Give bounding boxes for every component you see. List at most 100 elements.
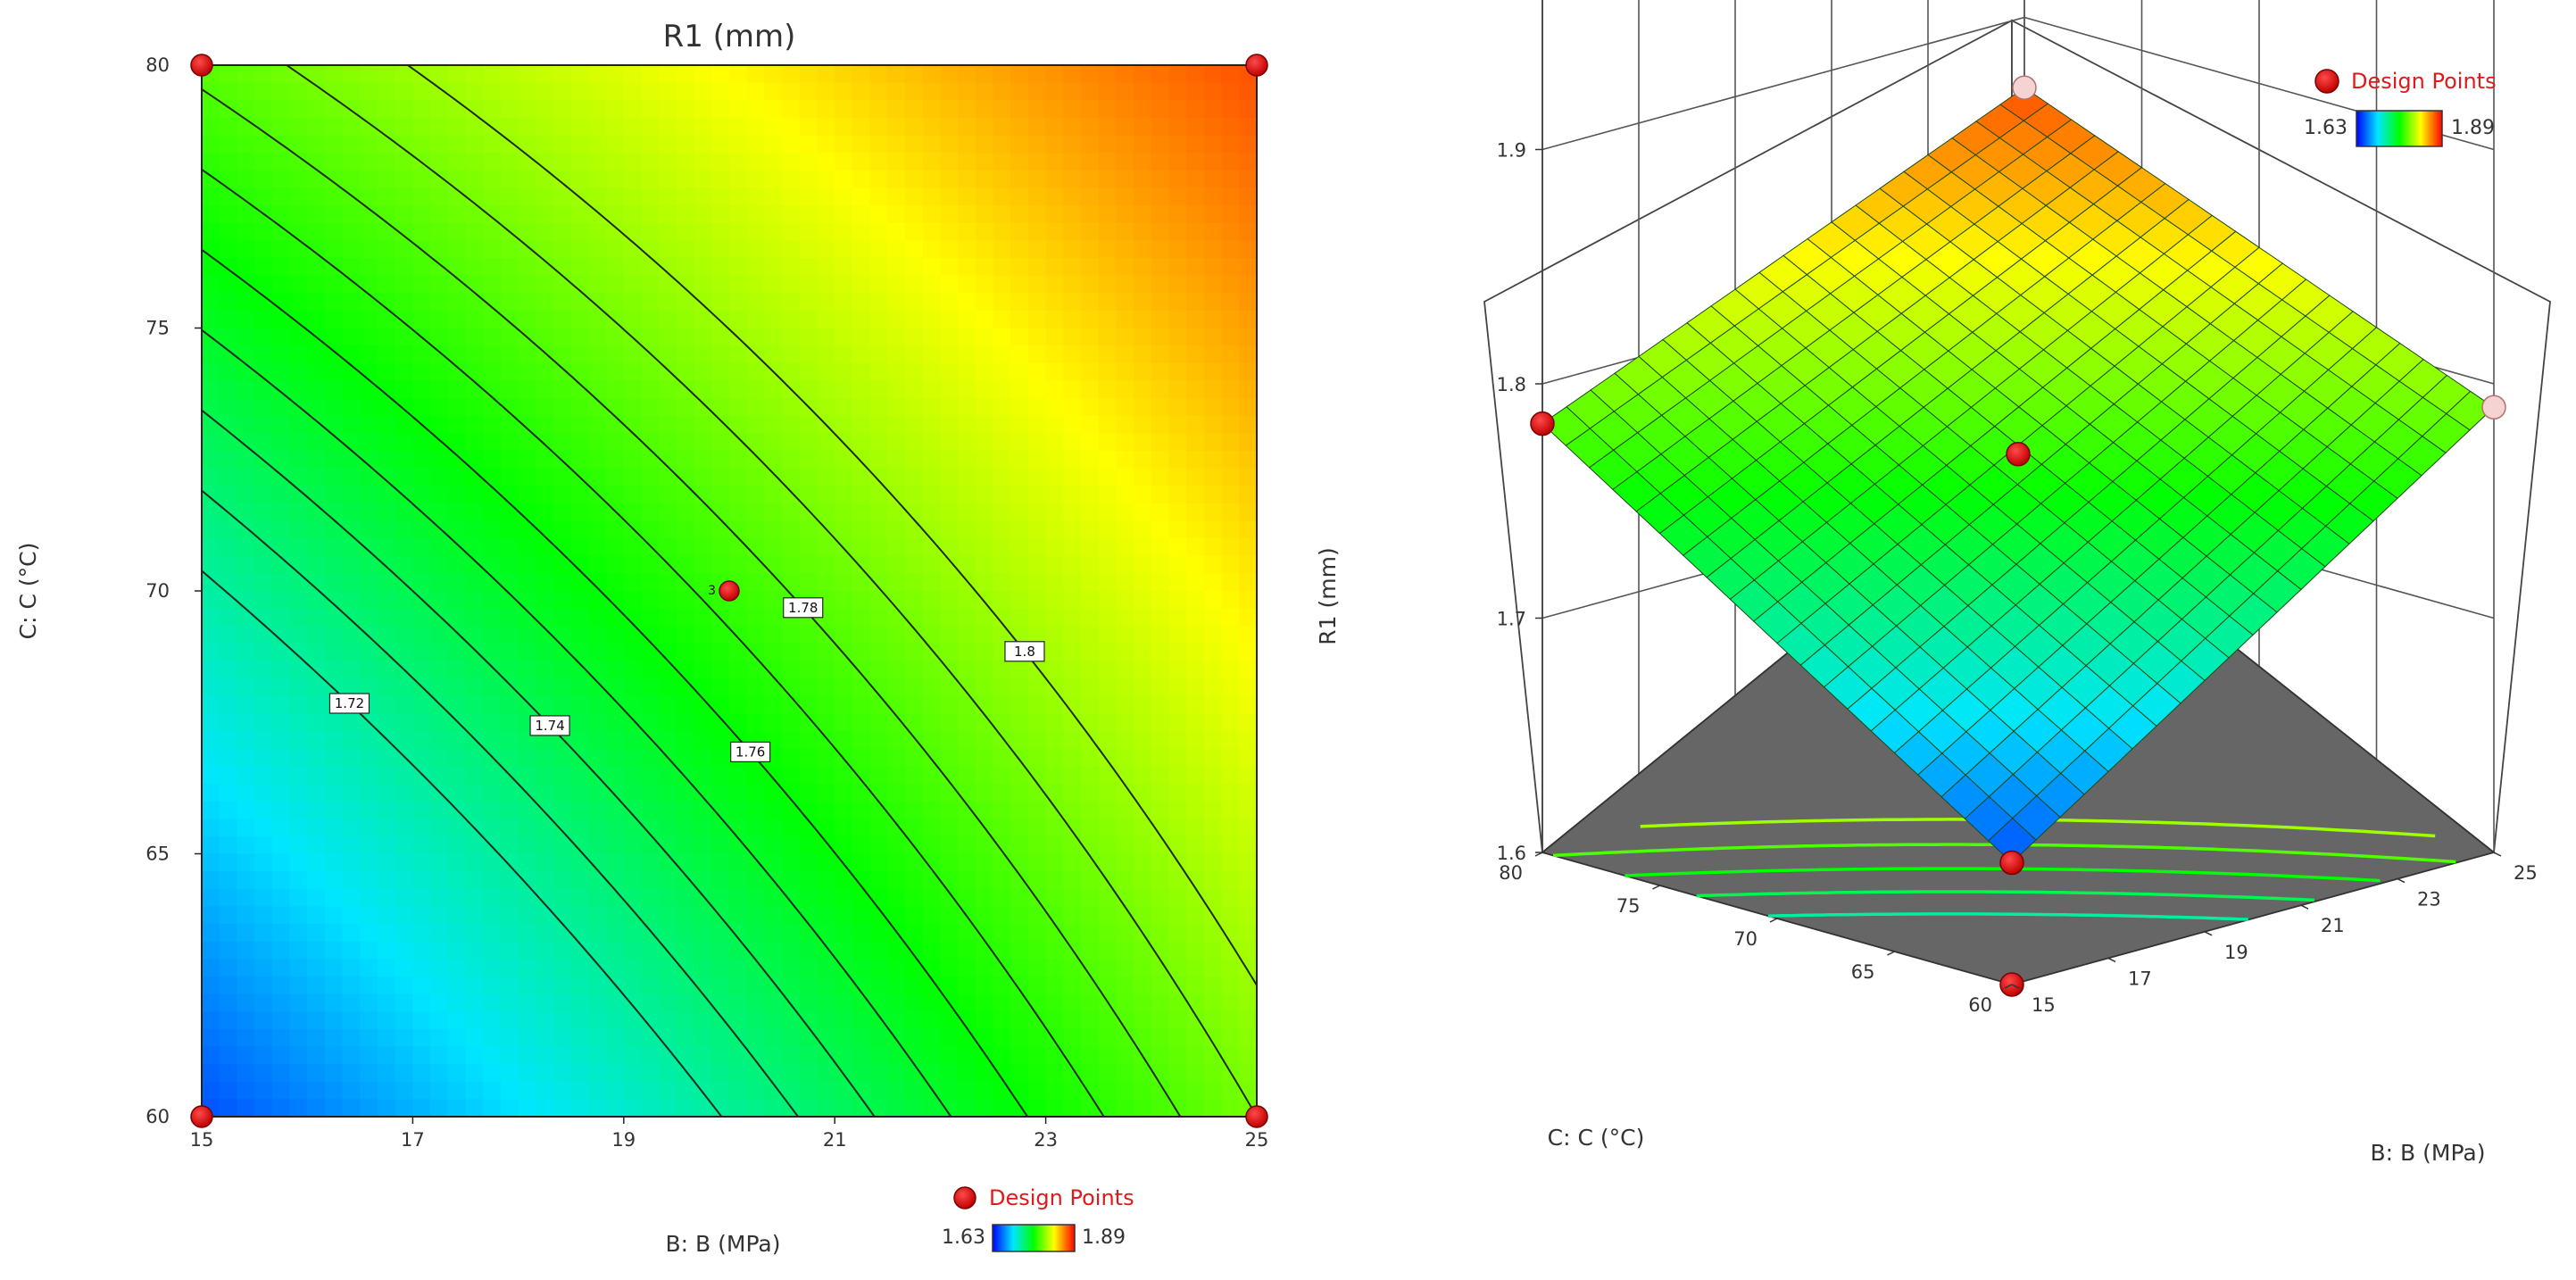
- contour-fill-cell: [465, 888, 484, 908]
- contour-fill-cell: [940, 591, 959, 610]
- contour-fill-cell: [1168, 1081, 1187, 1101]
- contour-fill-cell: [940, 187, 959, 206]
- contour-line: [202, 409, 876, 1117]
- contour-fill-cell: [536, 608, 554, 627]
- contour-fill-cell: [905, 643, 924, 662]
- contour-fill-cell: [764, 608, 783, 627]
- contour-fill-cell: [1063, 731, 1082, 750]
- contour-fill-cell: [342, 503, 361, 522]
- contour-fill-cell: [536, 626, 554, 644]
- contour-fill-cell: [1186, 117, 1205, 137]
- contour-fill-cell: [553, 293, 572, 312]
- contour-fill-cell: [289, 328, 308, 346]
- contour-fill-cell: [711, 1064, 730, 1083]
- contour-fill-cell: [360, 1099, 378, 1117]
- contour-fill-cell: [1098, 731, 1118, 750]
- contour-fill-cell: [975, 65, 994, 84]
- contour-fill-cell: [835, 468, 853, 486]
- contour-fill-cell: [1186, 1046, 1205, 1065]
- contour-fill-cell: [1186, 187, 1205, 206]
- contour-fill-cell: [447, 853, 467, 872]
- contour-fill-cell: [1010, 766, 1029, 785]
- contour-fill-cell: [412, 993, 431, 1012]
- contour-fill-cell: [360, 187, 378, 206]
- contour-fill-cell: [659, 538, 677, 557]
- contour-fill-cell: [553, 117, 572, 137]
- contour-fill-cell: [219, 1028, 238, 1048]
- contour-fill-cell: [324, 941, 344, 960]
- contour-fill-cell: [782, 450, 801, 470]
- contour-fill-cell: [430, 415, 449, 434]
- contour-fill-cell: [922, 695, 942, 715]
- contour-fill-cell: [659, 205, 677, 224]
- contour-fill-cell: [271, 205, 291, 224]
- contour-fill-cell: [430, 205, 449, 224]
- contour-fill-cell: [1239, 819, 1257, 837]
- contour-fill-cell: [447, 626, 467, 644]
- contour-fill-cell: [659, 310, 677, 329]
- contour-fill-cell: [1010, 503, 1029, 522]
- surface-z-tick-label: 1.6: [1497, 843, 1526, 864]
- contour-fill-cell: [1203, 520, 1223, 539]
- contour-fill-cell: [623, 468, 643, 486]
- contour-fill-cell: [483, 486, 502, 504]
- contour-fill-cell: [958, 117, 976, 137]
- contour-fill-cell: [395, 345, 414, 364]
- contour-fill-cell: [324, 591, 344, 610]
- contour-fill-cell: [1151, 661, 1170, 679]
- contour-fill-cell: [641, 503, 660, 522]
- contour-fill-cell: [202, 222, 220, 242]
- contour-fill-cell: [905, 345, 924, 364]
- contour-fill-cell: [430, 976, 449, 995]
- contour-fill-cell: [465, 65, 484, 84]
- contour-fill-cell: [869, 748, 888, 768]
- contour-fill-cell: [711, 783, 730, 802]
- contour-label-text: 1.74: [535, 718, 564, 734]
- contour-fill-cell: [694, 941, 712, 960]
- contour-fill-cell: [1063, 661, 1082, 679]
- contour-fill-cell: [307, 626, 326, 644]
- contour-fill-cell: [324, 82, 344, 101]
- contour-fill-cell: [1221, 993, 1240, 1012]
- contour-fill-cell: [940, 240, 959, 259]
- contour-fill-cell: [905, 783, 924, 802]
- contour-fill-cell: [395, 906, 414, 925]
- contour-fill-cell: [975, 608, 994, 627]
- contour-fill-cell: [378, 345, 396, 364]
- contour-fill-cell: [1063, 538, 1082, 557]
- contour-fill-cell: [342, 835, 361, 855]
- contour-fill-cell: [395, 153, 414, 171]
- contour-fill-cell: [536, 661, 554, 679]
- contour-fill-cell: [342, 608, 361, 627]
- contour-fill-cell: [465, 205, 484, 224]
- contour-fill-cell: [1116, 871, 1134, 890]
- contour-fill-cell: [1116, 486, 1134, 504]
- contour-fill-cell: [1221, 906, 1240, 925]
- contour-fill-cell: [483, 1081, 502, 1101]
- contour-fill-cell: [835, 678, 853, 697]
- contour-fill-cell: [905, 100, 924, 119]
- contour-fill-cell: [1134, 135, 1152, 154]
- surface-b-tick-label: 23: [2417, 889, 2441, 910]
- contour-design-point: [1245, 54, 1268, 77]
- contour-fill-cell: [764, 555, 783, 575]
- contour-fill-cell: [799, 959, 819, 977]
- contour-fill-cell: [553, 941, 572, 960]
- contour-fill-cell: [1221, 503, 1240, 522]
- contour-fill-cell: [623, 65, 643, 84]
- contour-fill-cell: [570, 1011, 590, 1030]
- contour-fill-cell: [764, 1011, 783, 1030]
- contour-fill-cell: [465, 643, 484, 662]
- contour-fill-cell: [1134, 380, 1152, 399]
- contour-fill-cell: [1045, 888, 1064, 908]
- contour-fill-cell: [395, 941, 414, 960]
- contour-fill-cell: [694, 819, 712, 837]
- contour-fill-cell: [1010, 1064, 1029, 1083]
- contour-fill-cell: [799, 871, 819, 890]
- contour-fill-cell: [905, 573, 924, 592]
- contour-fill-cell: [694, 380, 712, 399]
- contour-fill-cell: [782, 520, 801, 539]
- contour-fill-cell: [1010, 993, 1029, 1012]
- contour-fill-cell: [342, 643, 361, 662]
